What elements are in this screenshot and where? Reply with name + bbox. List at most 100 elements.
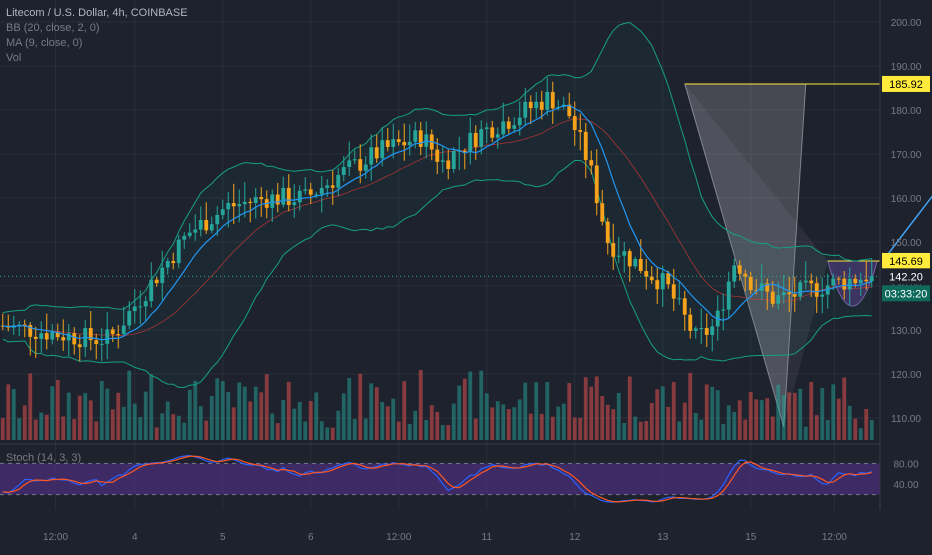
volume-bar xyxy=(770,416,775,440)
volume-bar xyxy=(127,370,132,440)
indicator-lines xyxy=(0,104,880,341)
chart-title: Litecom / U.S. Dollar, 4h, COINBASE xyxy=(6,7,188,19)
volume-bar xyxy=(572,417,577,440)
candle-body xyxy=(77,344,82,348)
y-tick-label: 160.00 xyxy=(891,194,922,205)
volume-bar xyxy=(259,392,264,440)
candle-body xyxy=(803,280,808,283)
candle-body xyxy=(622,251,627,256)
volume-bar xyxy=(583,377,588,440)
volume-bar xyxy=(732,411,737,440)
volume-bar xyxy=(726,405,731,440)
volume-bar xyxy=(314,392,319,440)
volume-bar xyxy=(803,426,808,440)
volume-bar xyxy=(149,374,154,440)
volume-bar xyxy=(704,384,709,440)
candle-body xyxy=(572,116,577,131)
volume-bar xyxy=(352,419,357,440)
candle-body xyxy=(770,291,775,304)
y-tick-label: 170.00 xyxy=(891,150,922,161)
y-tick-label: 180.00 xyxy=(891,106,922,117)
candle-body xyxy=(72,333,77,345)
candle-body xyxy=(589,160,594,166)
candle-body xyxy=(176,239,181,264)
volume-bar xyxy=(644,420,649,440)
bb-fill xyxy=(2,22,872,388)
volume-bar xyxy=(605,404,610,440)
volume-bar xyxy=(825,420,830,440)
candle-body xyxy=(336,175,341,188)
volume-bar xyxy=(347,377,352,440)
indicator-vol[interactable]: Vol xyxy=(6,52,22,64)
volume-bar xyxy=(209,395,214,440)
price-label: 145.69 xyxy=(889,256,923,268)
volume-bar xyxy=(512,407,517,440)
candle-body xyxy=(55,332,60,338)
candle-body xyxy=(523,101,528,118)
volume-bar xyxy=(710,386,715,440)
volume-bar xyxy=(616,392,621,440)
volume-bar xyxy=(501,404,506,440)
volume-bar xyxy=(622,422,627,440)
candle-body xyxy=(132,306,137,312)
volume-bar xyxy=(550,416,555,440)
volume-bar xyxy=(424,420,429,440)
candle-body xyxy=(330,185,335,188)
candle-body xyxy=(693,328,698,331)
volume-bar xyxy=(220,380,225,440)
y-tick-label: 110.00 xyxy=(891,414,921,425)
candle-body xyxy=(242,201,247,205)
indicator-ma[interactable]: MA (9, close, 0) xyxy=(6,37,83,49)
candle-body xyxy=(638,258,643,272)
volume-bar xyxy=(44,414,49,440)
candle-body xyxy=(858,279,863,284)
price-label-bg xyxy=(882,252,930,269)
volume-bar xyxy=(253,386,258,440)
volume-bar xyxy=(11,389,16,440)
indicator-bb[interactable]: BB (20, close, 2, 0) xyxy=(6,22,100,34)
candle-body xyxy=(820,294,825,297)
candle-body xyxy=(160,267,165,284)
x-tick-label: 15 xyxy=(745,532,757,543)
candle-body xyxy=(88,327,93,341)
candle-body xyxy=(248,201,253,203)
volume-bar xyxy=(858,428,863,440)
candle-body xyxy=(605,221,610,244)
candle-body xyxy=(798,282,803,297)
volume-bar xyxy=(611,409,616,440)
candle-body xyxy=(633,258,638,267)
volume-bar xyxy=(369,383,374,440)
volume-bar xyxy=(193,380,198,440)
volume-bar xyxy=(468,371,473,440)
volume-bar xyxy=(539,413,544,440)
candle-body xyxy=(732,265,737,282)
candle-body xyxy=(314,194,319,196)
volume-bar xyxy=(495,401,500,440)
candle-body xyxy=(259,197,264,200)
candle-body xyxy=(644,271,649,277)
candle-body xyxy=(374,147,379,159)
candle-body xyxy=(506,121,511,129)
stochastic-pane xyxy=(0,454,880,503)
candle-body xyxy=(677,298,682,300)
candle-body xyxy=(127,311,132,326)
candle-body xyxy=(39,333,44,339)
volume-bar xyxy=(281,400,286,440)
volume-bar xyxy=(215,378,220,440)
candle-body xyxy=(490,127,495,138)
stoch-k-line xyxy=(2,454,872,503)
stoch-tick-label: 80.00 xyxy=(893,459,918,470)
candle-body xyxy=(116,334,121,336)
volume-bar xyxy=(462,378,467,440)
volume-bar xyxy=(781,395,786,440)
candle-body xyxy=(484,127,489,130)
candle-body xyxy=(292,202,297,205)
volume-bar xyxy=(671,382,676,440)
volume-bar xyxy=(138,417,143,440)
stoch-legend[interactable]: Stoch (14, 3, 3) xyxy=(6,452,82,464)
candle-body xyxy=(831,278,836,286)
volume-bar xyxy=(385,406,390,440)
candle-body xyxy=(611,243,616,257)
